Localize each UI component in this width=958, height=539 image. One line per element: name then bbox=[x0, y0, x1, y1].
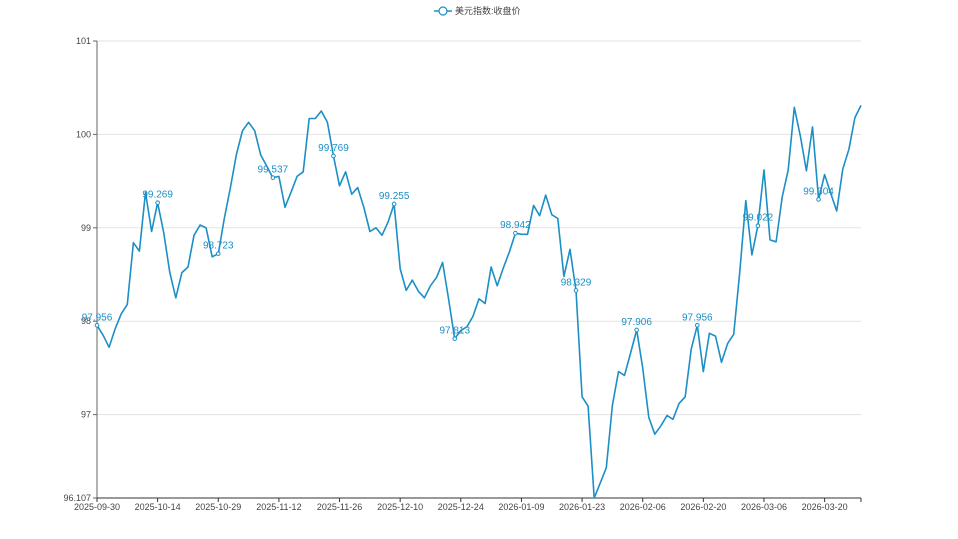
x-tick-label: 2026-01-09 bbox=[498, 502, 544, 512]
x-tick-label: 2026-03-06 bbox=[741, 502, 787, 512]
data-point bbox=[816, 197, 821, 202]
data-point bbox=[452, 336, 458, 341]
series-line bbox=[96, 105, 862, 499]
x-tick-label: 2025-11-12 bbox=[256, 502, 301, 512]
data-label: 99.769 bbox=[318, 143, 349, 154]
x-tick-label: 2025-09-30 bbox=[74, 502, 120, 512]
x-tick-label: 2025-10-14 bbox=[135, 502, 181, 512]
data-point bbox=[331, 153, 336, 159]
y-tick-label: 97 bbox=[81, 410, 91, 420]
legend-label: 美元指数:收盘价 bbox=[455, 5, 521, 16]
data-point bbox=[694, 323, 700, 328]
data-label: 99.304 bbox=[803, 186, 834, 197]
data-labels: 97.956 99.269 98.723 99.537 99.769 99.255 97.8… bbox=[82, 143, 834, 341]
data-point bbox=[94, 323, 100, 328]
series-layer bbox=[96, 105, 862, 499]
data-label: 98.942 bbox=[500, 220, 531, 231]
x-tick-label: 2026-02-06 bbox=[620, 502, 666, 512]
y-tick-label: 98 bbox=[81, 316, 91, 326]
legend[interactable]: 美元指数:收盘价 bbox=[434, 5, 521, 16]
data-label: 97.813 bbox=[439, 326, 470, 337]
data-label: 99.255 bbox=[379, 191, 410, 202]
y-tick-label: 101 bbox=[76, 36, 91, 46]
legend-circle-icon bbox=[438, 6, 448, 16]
data-label: 97.906 bbox=[621, 317, 652, 328]
x-tick-label: 2026-03-20 bbox=[802, 502, 848, 512]
y-tick-label: 100 bbox=[76, 129, 91, 139]
data-label: 98.723 bbox=[203, 241, 234, 252]
x-tick-label: 2026-01-23 bbox=[559, 502, 605, 512]
x-tick-label: 2025-12-24 bbox=[438, 502, 484, 512]
data-label: 98.329 bbox=[561, 277, 592, 288]
data-point bbox=[513, 230, 518, 236]
data-point bbox=[270, 175, 276, 180]
data-point bbox=[155, 200, 160, 205]
data-label: 99.269 bbox=[142, 190, 173, 201]
x-tick-label: 2026-02-20 bbox=[680, 502, 726, 512]
y-tick-label: 99 bbox=[81, 223, 91, 233]
data-point bbox=[634, 327, 639, 333]
data-label: 97.956 bbox=[682, 312, 713, 323]
x-tick-label: 2025-12-10 bbox=[377, 502, 423, 512]
data-point bbox=[391, 201, 397, 207]
x-tick-label: 2025-10-29 bbox=[195, 502, 241, 512]
data-point bbox=[573, 288, 579, 293]
x-tick-label: 2025-11-26 bbox=[317, 502, 362, 512]
data-label: 97.956 bbox=[82, 312, 113, 323]
axes: 96.107 97 98 99 100 101 2025-09-30 2025-10-14 20… bbox=[63, 36, 862, 512]
grid-lines bbox=[97, 40, 861, 416]
data-label: 99.022 bbox=[743, 213, 774, 224]
data-point bbox=[755, 223, 761, 229]
data-point bbox=[215, 251, 221, 256]
y-tick-label: 96.107 bbox=[63, 493, 91, 503]
data-label: 99.537 bbox=[258, 165, 289, 176]
